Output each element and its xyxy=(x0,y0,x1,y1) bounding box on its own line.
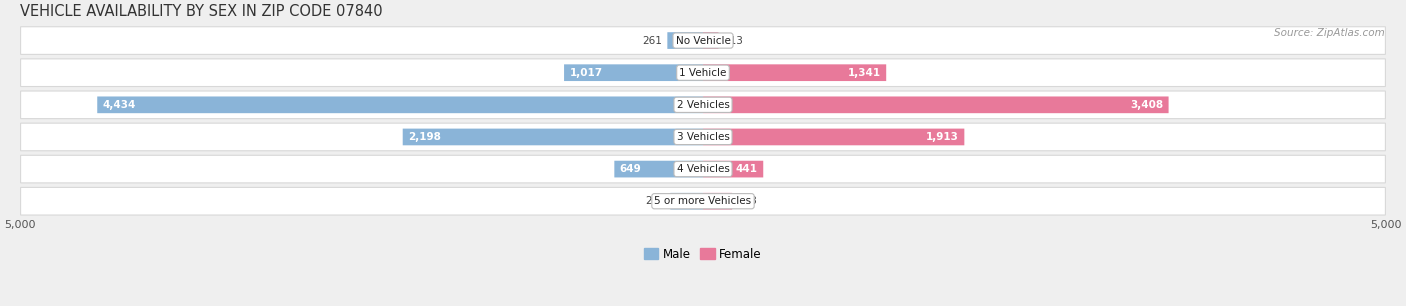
Text: VEHICLE AVAILABILITY BY SEX IN ZIP CODE 07840: VEHICLE AVAILABILITY BY SEX IN ZIP CODE … xyxy=(20,4,382,19)
Text: 1 Vehicle: 1 Vehicle xyxy=(679,68,727,78)
FancyBboxPatch shape xyxy=(671,193,703,210)
Text: 1,913: 1,913 xyxy=(927,132,959,142)
Text: 5 or more Vehicles: 5 or more Vehicles xyxy=(654,196,752,206)
Text: 2 Vehicles: 2 Vehicles xyxy=(676,100,730,110)
FancyBboxPatch shape xyxy=(703,64,886,81)
FancyBboxPatch shape xyxy=(21,59,1385,87)
FancyBboxPatch shape xyxy=(21,91,1385,119)
Text: 239: 239 xyxy=(645,196,665,206)
Text: 2,198: 2,198 xyxy=(408,132,441,142)
Text: 1,341: 1,341 xyxy=(848,68,880,78)
Text: 261: 261 xyxy=(643,35,662,46)
Text: 441: 441 xyxy=(735,164,758,174)
Text: 3 Vehicles: 3 Vehicles xyxy=(676,132,730,142)
Text: 4,434: 4,434 xyxy=(103,100,136,110)
FancyBboxPatch shape xyxy=(703,96,1168,113)
FancyBboxPatch shape xyxy=(703,193,733,210)
FancyBboxPatch shape xyxy=(402,129,703,145)
FancyBboxPatch shape xyxy=(703,32,718,49)
FancyBboxPatch shape xyxy=(564,64,703,81)
FancyBboxPatch shape xyxy=(21,123,1385,151)
FancyBboxPatch shape xyxy=(21,27,1385,54)
Text: 1,017: 1,017 xyxy=(569,68,603,78)
FancyBboxPatch shape xyxy=(97,96,703,113)
Text: 213: 213 xyxy=(738,196,758,206)
Text: Source: ZipAtlas.com: Source: ZipAtlas.com xyxy=(1274,28,1385,38)
FancyBboxPatch shape xyxy=(21,155,1385,183)
FancyBboxPatch shape xyxy=(703,161,763,177)
Text: No Vehicle: No Vehicle xyxy=(675,35,731,46)
FancyBboxPatch shape xyxy=(21,187,1385,215)
FancyBboxPatch shape xyxy=(703,129,965,145)
FancyBboxPatch shape xyxy=(614,161,703,177)
Text: 4 Vehicles: 4 Vehicles xyxy=(676,164,730,174)
Text: 3,408: 3,408 xyxy=(1130,100,1163,110)
Legend: Male, Female: Male, Female xyxy=(640,243,766,265)
Text: 113: 113 xyxy=(724,35,744,46)
Text: 649: 649 xyxy=(620,164,641,174)
FancyBboxPatch shape xyxy=(668,32,703,49)
